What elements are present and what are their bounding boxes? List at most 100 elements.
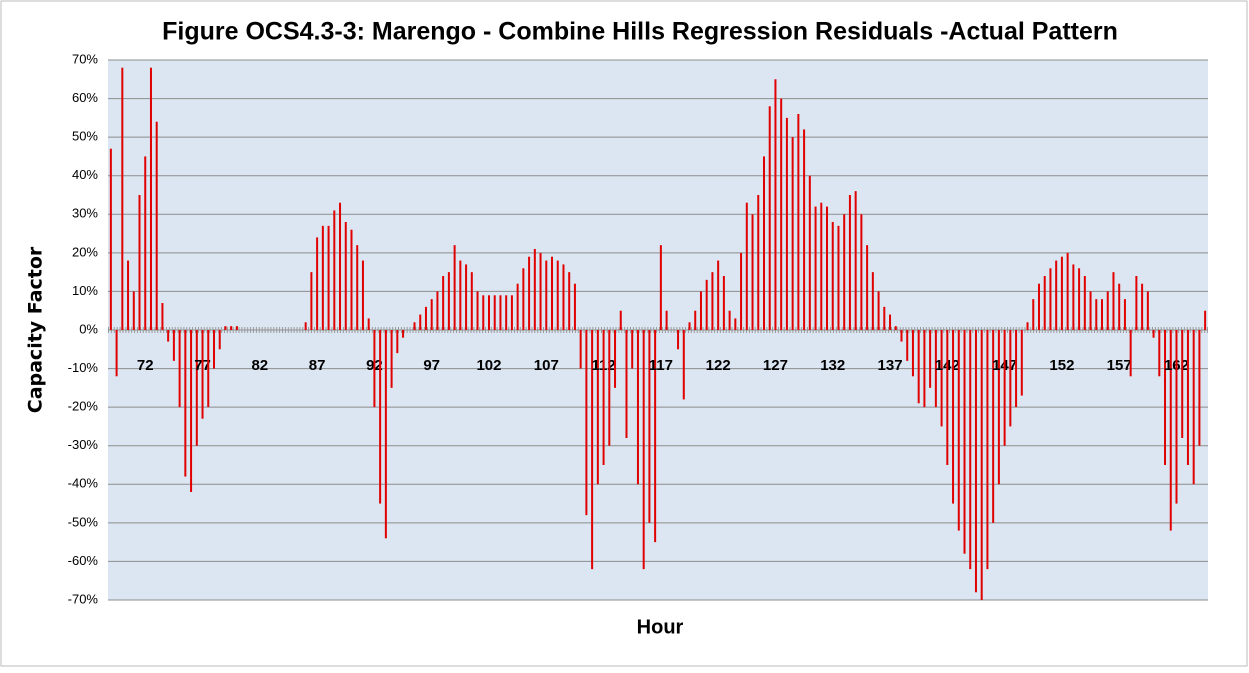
bar: [516, 283, 519, 330]
bar: [195, 330, 198, 446]
bar: [1095, 299, 1098, 330]
bar: [585, 330, 588, 516]
bar: [109, 148, 112, 330]
bar: [1186, 330, 1189, 465]
bar: [1141, 283, 1144, 330]
bar: [1089, 291, 1092, 330]
bar: [1135, 276, 1138, 330]
bar: [682, 330, 685, 400]
y-tick-label: -50%: [68, 514, 99, 529]
bar: [304, 322, 307, 330]
bar: [631, 330, 634, 369]
bar: [172, 330, 175, 361]
bar: [831, 222, 834, 330]
bar: [465, 264, 468, 330]
bar: [161, 303, 164, 330]
bar: [230, 326, 233, 330]
bar: [201, 330, 204, 419]
bar: [1169, 330, 1172, 531]
bar: [505, 295, 508, 330]
bar: [350, 229, 353, 330]
bar: [556, 260, 559, 330]
y-tick-label: -20%: [68, 399, 99, 414]
bar: [699, 291, 702, 330]
bar: [889, 314, 892, 330]
bar: [1106, 291, 1109, 330]
bar: [1112, 272, 1115, 330]
bar: [367, 318, 370, 330]
bar: [212, 330, 215, 369]
bar: [149, 67, 152, 330]
y-tick-label: 10%: [72, 283, 98, 298]
bar: [184, 330, 187, 477]
y-tick-label: -10%: [68, 360, 99, 375]
bar: [591, 330, 594, 570]
bar: [854, 191, 857, 330]
bar: [946, 330, 949, 465]
bar: [539, 252, 542, 330]
bar: [144, 156, 147, 330]
bar: [482, 295, 485, 330]
bar: [1164, 330, 1167, 465]
bar: [528, 256, 531, 330]
bar: [132, 291, 135, 330]
bar: [379, 330, 382, 504]
bar: [1009, 330, 1012, 427]
bar: [614, 330, 617, 388]
bar: [957, 330, 960, 531]
bar: [218, 330, 221, 350]
bar: [768, 106, 771, 331]
bar: [665, 310, 668, 330]
y-tick-label: 20%: [72, 244, 98, 259]
bar: [579, 330, 582, 369]
bar: [705, 279, 708, 330]
bar: [906, 330, 909, 361]
x-tick-label: 82: [251, 357, 268, 374]
bar: [728, 310, 731, 330]
bar: [1055, 260, 1058, 330]
bar: [1066, 252, 1069, 330]
bar: [1060, 256, 1063, 330]
bar: [1020, 330, 1023, 396]
bar: [476, 291, 479, 330]
bar: [917, 330, 920, 404]
bar: [361, 260, 364, 330]
bar: [339, 202, 342, 330]
bar: [785, 117, 788, 330]
bar: [178, 330, 181, 408]
bar: [390, 330, 393, 388]
bar: [734, 318, 737, 330]
x-axis-label: Hour: [637, 616, 684, 638]
bar: [402, 330, 405, 338]
bar: [1146, 291, 1149, 330]
bar: [1123, 299, 1126, 330]
bar: [722, 276, 725, 330]
bar: [344, 222, 347, 330]
bar: [694, 310, 697, 330]
bar: [190, 330, 193, 492]
y-tick-label: 0%: [79, 321, 98, 336]
bar: [1192, 330, 1195, 485]
bar: [711, 272, 714, 330]
y-tick-label: 70%: [72, 51, 98, 66]
bar: [596, 330, 599, 485]
bar: [900, 330, 903, 342]
y-tick-label: 60%: [72, 90, 98, 105]
y-tick-label: -40%: [68, 476, 99, 491]
bar: [952, 330, 955, 504]
bar: [235, 326, 238, 330]
bar: [780, 98, 783, 330]
bar: [1003, 330, 1006, 446]
bar: [1158, 330, 1161, 377]
chart-title: Figure OCS4.3-3: Marengo - Combine Hills…: [162, 18, 1118, 46]
y-tick-label: -60%: [68, 553, 99, 568]
bar: [648, 330, 651, 523]
bar: [820, 202, 823, 330]
x-tick-label: 102: [476, 357, 501, 374]
bar: [803, 129, 806, 330]
bar: [1043, 276, 1046, 330]
bar: [1049, 268, 1052, 330]
bar: [1026, 322, 1029, 330]
x-tick-label: 152: [1049, 357, 1074, 374]
bar: [866, 245, 869, 330]
